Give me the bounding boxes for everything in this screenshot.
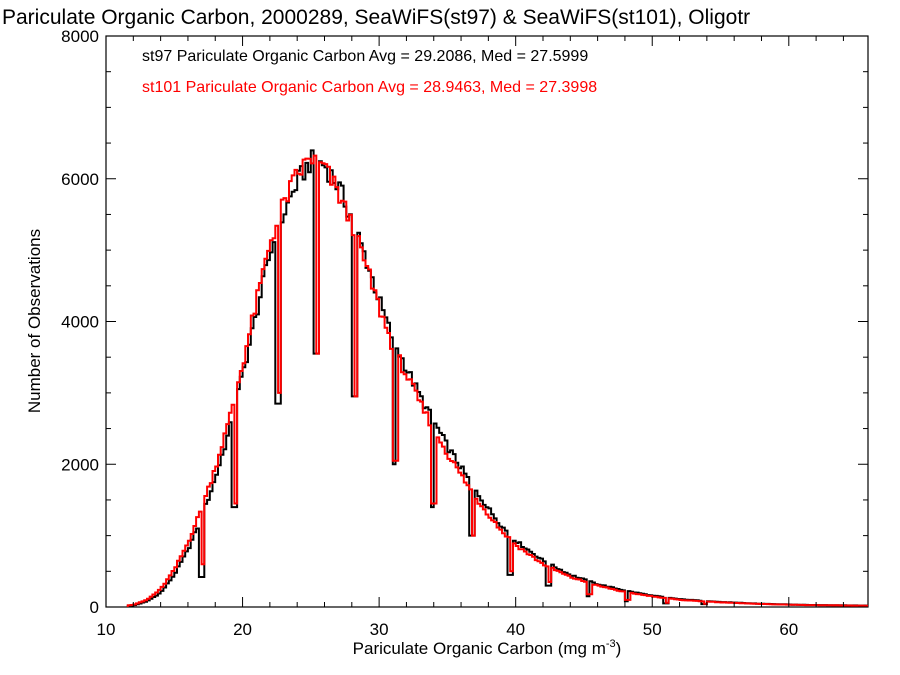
y-tick-label: 8000: [61, 27, 99, 46]
plot-frame: [105, 35, 869, 608]
x-axis-label: Pariculate Organic Carbon (mg m-3): [353, 638, 622, 658]
chart-title: Pariculate Organic Carbon, 2000289, SeaW…: [2, 6, 750, 29]
x-tick-label: 60: [779, 620, 798, 639]
y-tick-label: 4000: [61, 313, 99, 332]
x-tick-label: 50: [643, 620, 662, 639]
y-axis-label: Number of Observations: [25, 229, 44, 413]
series-line-st101: [126, 154, 868, 607]
x-tick-label: 20: [233, 620, 252, 639]
ticks-group: 10 20 30 40 50 60 0 2000 4000 6000 8000: [61, 27, 868, 639]
legend-entry-st97: st97 Pariculate Organic Carbon Avg = 29.…: [142, 48, 588, 65]
x-tick-label: 40: [506, 620, 525, 639]
x-tick-label: 30: [370, 620, 389, 639]
x-tick-label: 10: [97, 620, 116, 639]
legend-entry-st101: st101 Pariculate Organic Carbon Avg = 28…: [142, 79, 597, 96]
series-group: [126, 149, 868, 607]
y-tick-label: 2000: [61, 455, 99, 474]
y-tick-label: 0: [90, 598, 99, 617]
y-tick-label: 6000: [61, 170, 99, 189]
